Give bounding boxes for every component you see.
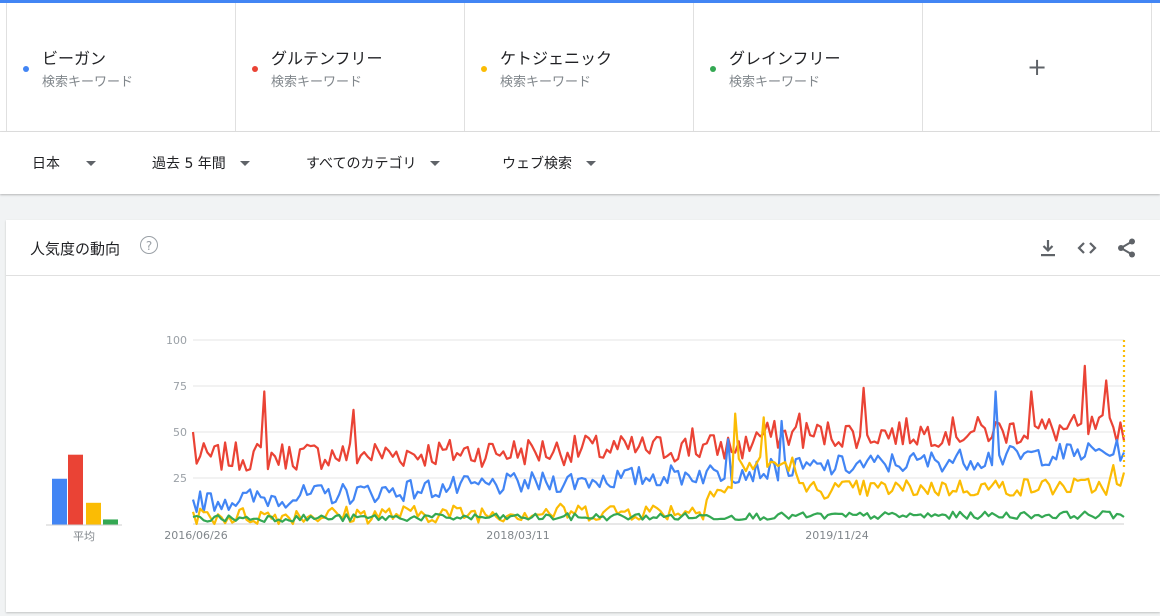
region-dropdown[interactable]: 日本 [32,132,96,194]
y-tick-label: 100 [166,334,187,347]
series-dot-icon [23,66,29,72]
term-name: グレインフリー [729,49,841,68]
series-line [191,390,1126,514]
y-tick-label: 25 [173,472,187,485]
download-icon[interactable] [1036,236,1060,260]
help-icon[interactable]: ? [140,236,158,254]
caret-down-icon [239,160,250,166]
x-tick-label: 2019/11/24 [805,529,868,542]
plus-icon: + [1026,53,1048,81]
series-line [191,412,1126,526]
caret-down-icon [430,160,441,166]
period-label: 過去 5 年間 [152,156,226,172]
category-dropdown[interactable]: すべてのカテゴリ [306,132,441,194]
term-card-vegan[interactable]: ビーガン 検索キーワード [6,3,235,131]
x-tick-label: 2016/06/26 [164,529,227,542]
search-type-label: ウェブ検索 [502,156,572,172]
caret-down-icon [586,160,596,166]
interest-over-time-card: 人気度の動向 ? 25 50 75 100 2016/06/26 2018/03/11 20… [6,220,1160,612]
y-tick-label: 50 [173,426,187,439]
term-name: ビーガン [42,49,107,68]
search-terms-bar: ビーガン 検索キーワード グルテンフリー 検索キーワード ケトジェニック 検索キ… [0,3,1160,132]
search-type-dropdown[interactable]: ウェブ検索 [502,132,596,194]
average-bar [103,519,118,525]
embed-code-icon[interactable] [1075,236,1099,260]
add-comparison-button[interactable]: + [922,3,1152,131]
period-dropdown[interactable]: 過去 5 年間 [152,132,250,194]
term-type: 検索キーワード [729,75,821,90]
trend-chart: 25 50 75 100 2016/06/26 2018/03/11 2019/11/24 平… [46,334,1126,543]
term-type: 検索キーワード [500,75,592,90]
average-bar [68,454,83,525]
card-header: 人気度の動向 ? [6,220,1160,276]
series-line [192,510,1125,523]
y-tick-label: 75 [173,380,187,393]
series-line [191,364,1126,472]
term-card-ketogenic[interactable]: ケトジェニック 検索キーワード [464,3,693,131]
term-card-grain-free[interactable]: グレインフリー 検索キーワード [693,3,922,131]
average-label: 平均 [73,530,95,543]
share-icon[interactable] [1115,236,1139,260]
category-label: すべてのカテゴリ [306,156,417,172]
series-dot-icon [481,66,487,72]
term-type: 検索キーワード [42,75,134,90]
term-name: ケトジェニック [500,49,613,68]
term-type: 検索キーワード [271,75,363,90]
x-tick-label: 2018/03/11 [486,529,549,542]
region-label: 日本 [32,156,60,172]
card-title: 人気度の動向 [30,240,121,258]
top-accent-line [0,0,1160,3]
average-bar [52,478,67,525]
term-card-gluten-free[interactable]: グルテンフリー 検索キーワード [235,3,464,131]
series-dot-icon [710,66,716,72]
term-name: グルテンフリー [271,49,383,68]
average-bar [86,502,101,525]
caret-down-icon [86,160,96,166]
series-dot-icon [252,66,258,72]
filter-bar: 日本 過去 5 年間 すべてのカテゴリ ウェブ検索 [0,132,1160,194]
